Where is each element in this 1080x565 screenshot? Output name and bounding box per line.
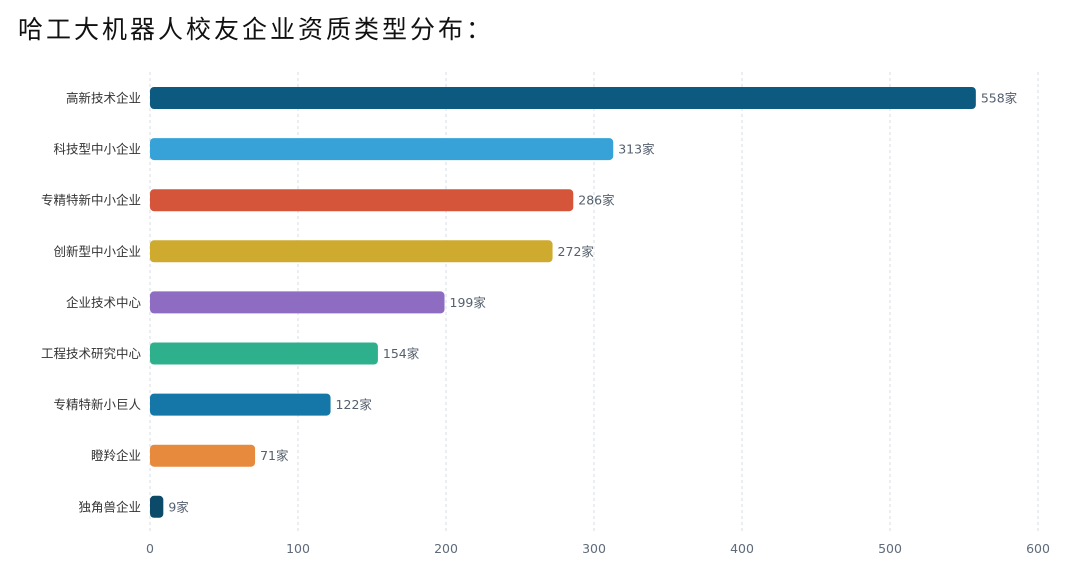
bar: [150, 393, 331, 416]
page-title: 哈工大机器人校友企业资质类型分布：: [18, 15, 495, 44]
bar: [150, 87, 976, 109]
category-label: 科技型中小企业: [53, 142, 141, 157]
category-labels: 高新技术企业科技型中小企业专精特新中小企业创新型中小企业企业技术中心工程技术研究…: [41, 91, 142, 515]
category-label: 企业技术中心: [66, 295, 142, 310]
bar: [150, 495, 164, 518]
bar: [150, 189, 574, 212]
value-label: 9家: [168, 499, 189, 514]
bars: [150, 87, 976, 518]
x-axis-ticks: 0 100 200 300 400 500 600: [146, 541, 1050, 556]
bar: [150, 240, 553, 263]
category-label: 专精特新小巨人: [53, 397, 141, 412]
bar: [150, 138, 614, 161]
x-tick-label: 500: [878, 541, 902, 556]
value-label: 558家: [981, 91, 1018, 106]
x-tick-label: 300: [582, 541, 606, 556]
value-label: 313家: [618, 142, 655, 157]
value-label: 71家: [260, 448, 289, 463]
x-tick-label: 200: [434, 541, 458, 556]
x-tick-label: 600: [1026, 541, 1050, 556]
value-label: 199家: [450, 295, 487, 310]
bar: [150, 342, 378, 365]
bar: [150, 291, 445, 314]
value-label: 272家: [558, 244, 595, 259]
value-label: 154家: [383, 346, 420, 361]
value-label: 122家: [336, 397, 373, 412]
category-label: 专精特新中小企业: [41, 193, 141, 208]
category-label: 高新技术企业: [66, 91, 141, 106]
x-tick-label: 100: [286, 541, 310, 556]
x-tick-label: 0: [146, 541, 154, 556]
category-label: 独角兽企业: [78, 499, 141, 514]
category-label: 工程技术研究中心: [41, 346, 142, 361]
bar: [150, 444, 256, 467]
x-tick-label: 400: [730, 541, 754, 556]
value-label: 286家: [578, 193, 615, 208]
category-label: 创新型中小企业: [53, 244, 141, 259]
value-labels: 558家 313家 286家 272家 199家 154家 122家 71家 9家: [168, 91, 1017, 515]
category-label: 瞪羚企业: [91, 448, 141, 463]
